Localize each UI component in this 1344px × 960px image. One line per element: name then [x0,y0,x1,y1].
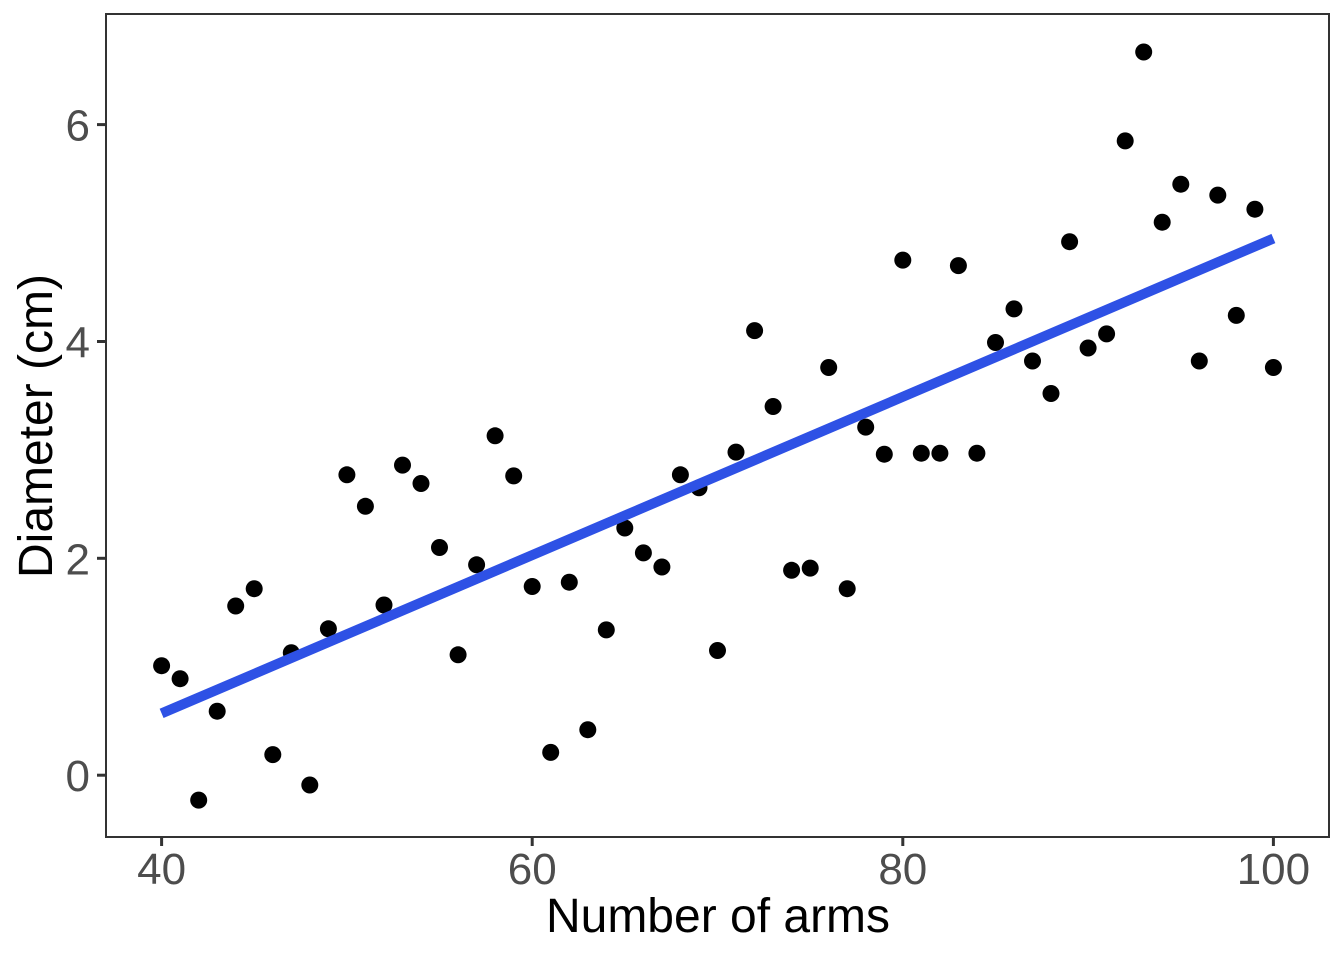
data-point [468,556,486,574]
scatter-points-layer [153,43,1282,809]
data-point [1079,339,1097,357]
data-point [486,427,504,445]
data-point [783,561,801,579]
data-point [671,466,689,484]
data-point [1172,175,1190,193]
data-point [542,743,560,761]
data-point [634,544,652,562]
data-point [597,621,615,639]
data-point [709,642,726,659]
data-point [190,791,208,809]
data-point [820,359,838,376]
data-point [153,657,171,675]
data-point [356,497,374,515]
data-point [746,322,764,340]
data-point [987,334,1004,351]
data-point [1227,306,1245,324]
data-point [764,398,782,415]
trend-line [159,233,1276,718]
data-point [449,646,467,664]
data-point [1209,186,1227,204]
data-point [968,444,986,462]
data-point [171,670,189,688]
y-tick-label: 0 [66,752,90,801]
data-point [560,573,578,591]
data-point [319,620,337,638]
plot-panel-layer [105,13,1330,838]
axes-layer: 40 60 80 100 0 2 4 6 [66,102,1311,894]
data-point [616,519,634,537]
data-point [653,558,671,576]
data-point [727,443,745,461]
data-point [1135,43,1153,61]
data-point [523,578,541,595]
data-point [1024,352,1041,370]
y-tick-label: 4 [66,319,90,368]
data-point [579,721,597,739]
data-point [208,702,226,720]
data-point [375,596,393,614]
data-point [875,445,893,463]
data-point [301,776,319,794]
data-point [1116,132,1134,150]
trend-line-layer [159,233,1276,718]
data-point [412,475,430,492]
x-tick-label: 60 [508,845,557,894]
data-point [1042,385,1060,402]
data-point [801,559,819,577]
data-point [394,456,411,474]
y-tick-label: 2 [66,535,90,584]
data-point [912,444,930,462]
data-point [1098,325,1116,343]
data-point [1061,233,1079,251]
x-tick-label: 40 [137,845,186,894]
x-axis-title: Number of arms [546,890,890,943]
data-point [1005,300,1023,318]
data-point [1190,352,1208,370]
data-point [1246,200,1264,218]
data-point [431,539,448,556]
data-point [245,580,263,598]
x-tick-label: 80 [878,845,927,894]
data-point [264,746,282,764]
data-point [949,257,967,275]
data-point [505,467,523,485]
data-point [838,580,856,598]
y-axis-title: Diameter (cm) [10,274,63,578]
data-point [931,444,949,462]
y-tick-label: 6 [66,102,90,151]
data-point [1264,359,1282,376]
plot-panel-border [105,13,1330,838]
data-point [894,251,912,269]
data-point [338,466,356,484]
data-point [1153,213,1171,231]
x-tick-label: 100 [1237,845,1310,894]
data-point [227,597,245,615]
data-point [857,418,875,436]
